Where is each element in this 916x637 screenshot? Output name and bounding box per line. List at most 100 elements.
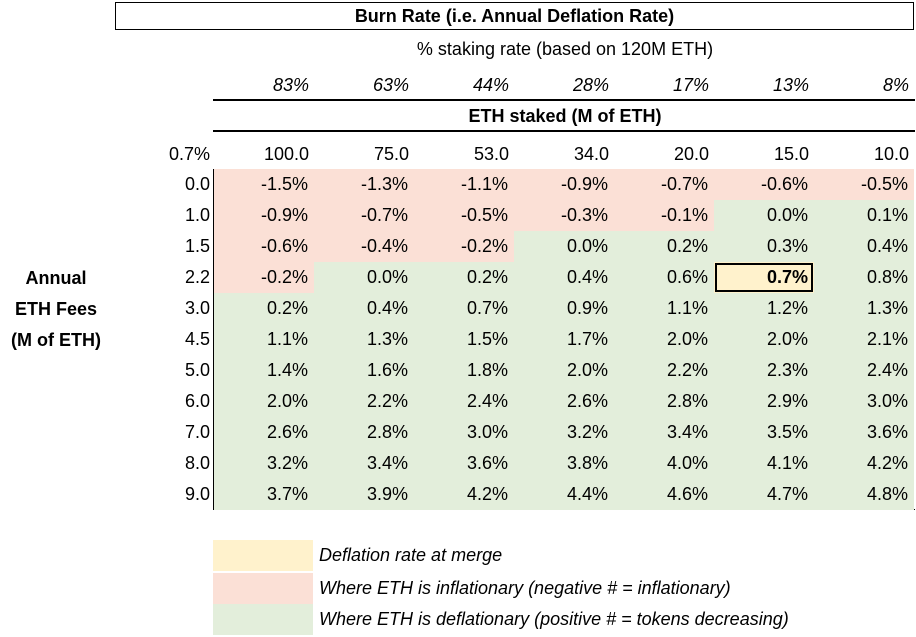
row-header: 1.0 [184,205,210,225]
table-cell: 2.6% [514,386,614,417]
table-cell: -0.5% [414,200,514,231]
table-cell: 1.7% [514,324,614,355]
table-cell: -0.6% [714,169,814,200]
row-header: 2.2 [184,267,210,287]
table-cell: -0.4% [314,231,414,262]
table-cell: 4.4% [514,479,614,510]
table-cell: 3.0% [814,386,914,417]
row-header: 1.5 [184,236,210,256]
staking-rate-label: 17% [672,75,709,95]
table-cell: 3.7% [214,479,314,510]
table-cell: 3.2% [214,448,314,479]
table-cell: 2.8% [314,417,414,448]
row-header: 7.0 [184,422,210,442]
legend-swatch [213,540,313,571]
row-header: 5.0 [184,360,210,380]
table-cell: 2.4% [414,386,514,417]
table-cell: 0.0% [514,231,614,262]
row-axis-label-line: (M of ETH) [11,330,101,350]
table-cell: 3.6% [414,448,514,479]
legend-swatch [213,604,313,635]
table-cell: 3.5% [714,417,814,448]
table-cell: 1.3% [814,293,914,324]
table-cell: 1.6% [314,355,414,386]
table-cell: -0.1% [614,200,714,231]
table-cell: -0.6% [214,231,314,262]
table-cell: 4.7% [714,479,814,510]
staking-rate-label: 63% [372,75,409,95]
table-cell: 1.1% [214,324,314,355]
table-cell: 2.9% [714,386,814,417]
table-cell: 0.9% [514,293,614,324]
table-cell: 1.4% [214,355,314,386]
table-cell: 2.3% [714,355,814,386]
table-cell: 3.4% [314,448,414,479]
table-cell: 3.8% [514,448,614,479]
table-cell: 2.0% [214,386,314,417]
table-cell: 2.0% [714,324,814,355]
table-cell: -0.3% [514,200,614,231]
table-cell: 2.6% [214,417,314,448]
column-header: 34.0 [573,144,609,164]
table-cell: 0.3% [714,231,814,262]
table-cell: -1.5% [214,169,314,200]
legend-swatch [213,573,313,604]
table-cell: 2.8% [614,386,714,417]
table-cell: 0.2% [614,231,714,262]
table-cell: 1.5% [414,324,514,355]
table-cell: 4.1% [714,448,814,479]
table-cell: -0.7% [614,169,714,200]
staking-rate-label: 44% [472,75,509,95]
staking-rate-label: 28% [572,75,609,95]
row-header: 3.0 [184,298,210,318]
staking-rate-label: 13% [772,75,809,95]
eth-staked-label: ETH staked (M of ETH) [468,106,662,126]
table-cell: 3.2% [514,417,614,448]
table-cell: 0.4% [514,262,614,293]
table-cell: 2.1% [814,324,914,355]
divider-line [213,130,915,132]
table-cell: 2.2% [614,355,714,386]
burn-rate-grid: -1.5% -1.3% -1.1% -0.9% -0.7% -0.6% -0.5% -0.9%… [213,169,915,510]
row-header: 0.0 [184,174,210,194]
table-cell: -1.1% [414,169,514,200]
table-cell: -0.2% [214,262,314,293]
table-cell: -1.3% [314,169,414,200]
table-cell: 0.2% [414,262,514,293]
table-cell: 0.0% [714,200,814,231]
column-header: 100.0 [263,144,309,164]
table-cell: -0.5% [814,169,914,200]
table-cell: 0.6% [614,262,714,293]
table-cell: 4.0% [614,448,714,479]
legend-label: Deflation rate at merge [319,545,503,565]
row-header: 4.5 [184,329,210,349]
table-cell: 0.4% [814,231,914,262]
legend-label: Where ETH is deflationary (positive # = … [319,609,789,629]
table-cell: 1.3% [314,324,414,355]
column-header: 75.0 [373,144,409,164]
column-header: 20.0 [673,144,709,164]
table-cell: 2.0% [514,355,614,386]
column-header: 10.0 [873,144,909,164]
merge-rate-cell: 0.7% [714,262,814,293]
column-header-row: 100.0 75.0 53.0 34.0 20.0 15.0 10.0 [215,141,915,167]
legend-label: Where ETH is inflationary (negative # = … [319,578,731,598]
table-cell: 4.2% [414,479,514,510]
staking-rate-label: 8% [882,75,909,95]
row-axis-label: Annual ETH Fees (M of ETH) [0,263,112,356]
table-cell: 3.0% [414,417,514,448]
table-cell: 1.2% [714,293,814,324]
table-title: Burn Rate (i.e. Annual Deflation Rate) [115,2,914,30]
table-cell: 4.6% [614,479,714,510]
table-cell: 0.4% [314,293,414,324]
table-cell: 4.8% [814,479,914,510]
table-cell: 3.4% [614,417,714,448]
table-cell: 2.4% [814,355,914,386]
row-header: 9.0 [184,484,210,504]
table-cell: 1.1% [614,293,714,324]
row-axis-label-line: Annual [25,268,87,288]
table-cell: 2.0% [614,324,714,355]
table-cell: 0.2% [214,293,314,324]
table-cell: -0.2% [414,231,514,262]
divider-line [213,99,915,101]
